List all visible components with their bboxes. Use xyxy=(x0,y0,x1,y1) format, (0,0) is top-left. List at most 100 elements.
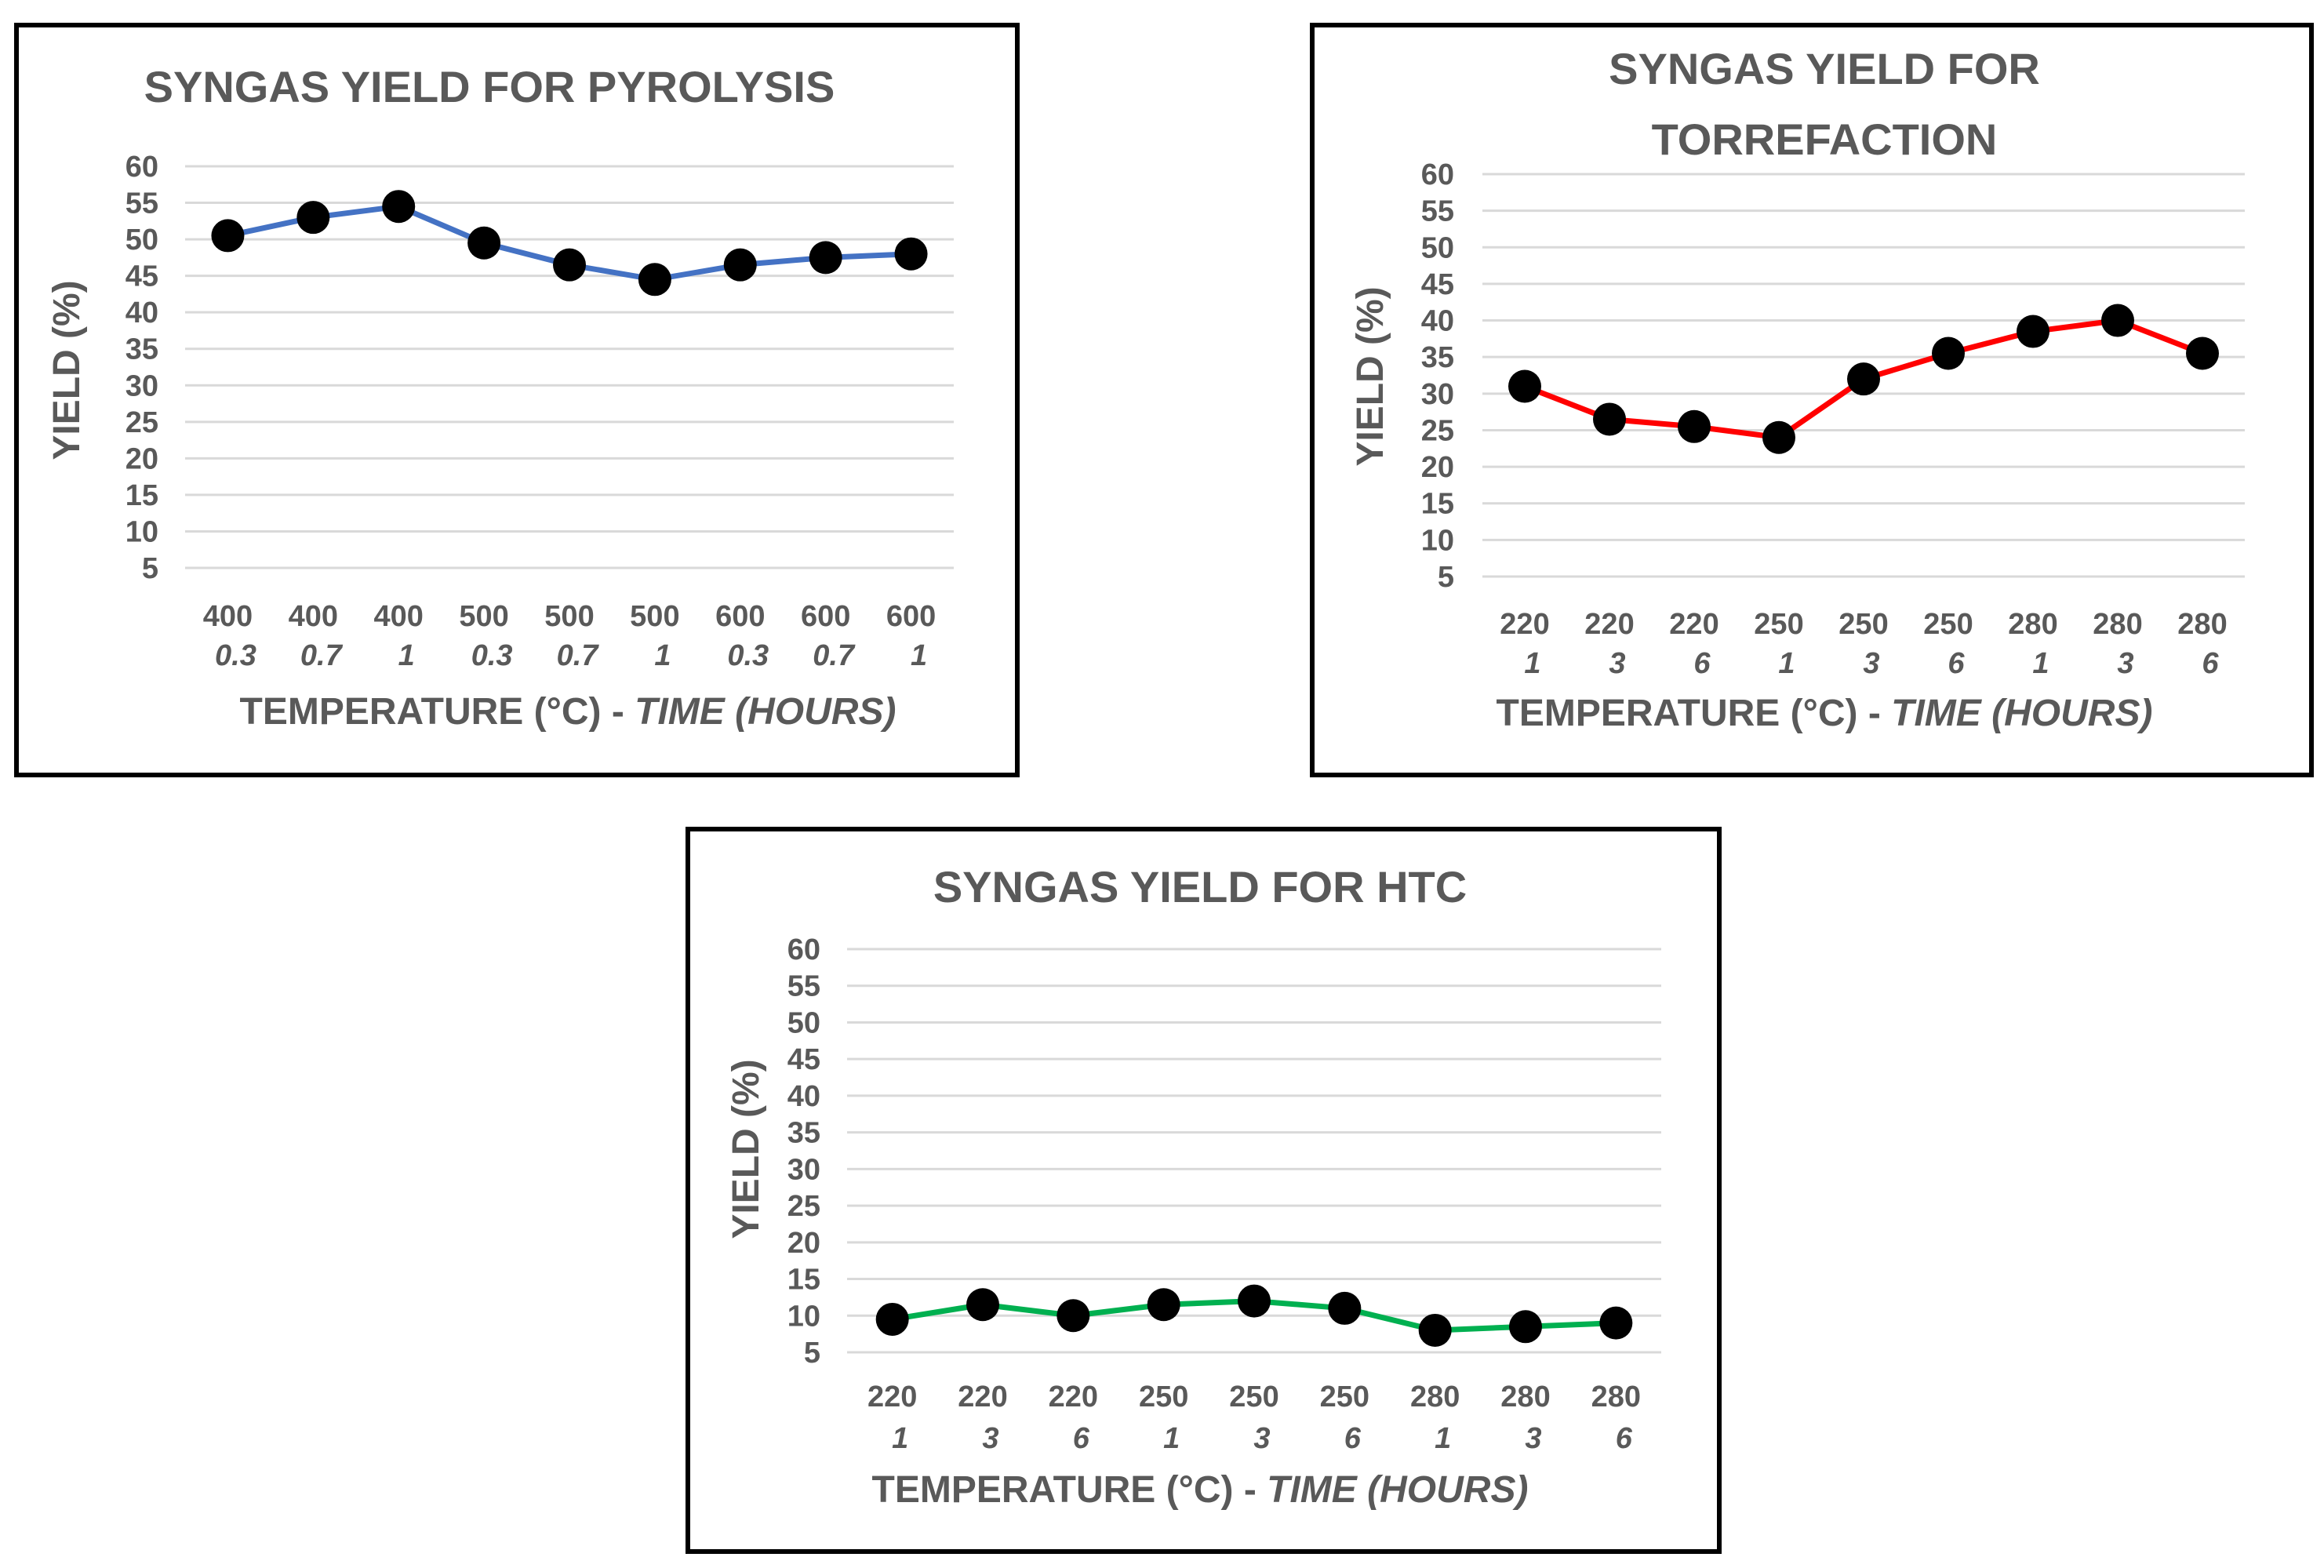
data-point xyxy=(894,237,928,271)
y-tick-label: 45 xyxy=(125,260,158,293)
x-tick-temperature: 220 xyxy=(1584,608,1634,641)
x-tick-time: 6 xyxy=(1693,647,1711,680)
x-tick-temperature: 400 xyxy=(289,600,338,633)
x-tick-time: 3 xyxy=(2117,647,2133,680)
y-tick-label: 15 xyxy=(125,479,158,512)
x-tick-temperature: 280 xyxy=(2177,608,2227,641)
x-tick-time: 6 xyxy=(2202,647,2219,680)
x-tick-temperature: 250 xyxy=(1754,608,1803,641)
x-tick-time: 1 xyxy=(911,639,927,672)
x-tick-temperature: 250 xyxy=(1838,608,1888,641)
x-tick-time: 3 xyxy=(1609,647,1625,680)
chart-title: SYNGAS YIELD FOR xyxy=(1609,44,2040,93)
x-tick-temperature: 500 xyxy=(459,600,508,633)
chart-title: SYNGAS YIELD FOR PYROLYSIS xyxy=(144,62,835,111)
y-tick-label: 60 xyxy=(1421,158,1454,191)
x-tick-time: 6 xyxy=(1344,1422,1362,1455)
y-tick-label: 60 xyxy=(787,933,820,966)
x-tick-temperature: 220 xyxy=(958,1381,1007,1413)
x-tick-time: 1 xyxy=(1435,1422,1451,1455)
y-tick-label: 5 xyxy=(804,1337,820,1370)
y-tick-label: 40 xyxy=(1421,305,1454,338)
data-point xyxy=(296,201,330,235)
x-axis-label: TEMPERATURE (°C) - TIME (HOURS) xyxy=(240,691,897,733)
chart-title: TORREFACTION xyxy=(1652,115,1998,164)
data-point xyxy=(1328,1291,1362,1325)
x-tick-time: 1 xyxy=(398,639,415,672)
x-tick-time: 6 xyxy=(1948,647,1965,680)
data-point xyxy=(211,219,245,253)
x-tick-temperature: 220 xyxy=(1049,1381,1098,1413)
x-tick-temperature: 400 xyxy=(374,600,424,633)
y-tick-label: 30 xyxy=(1421,378,1454,411)
data-point xyxy=(1599,1306,1633,1340)
data-point xyxy=(2186,337,2219,370)
data-point xyxy=(723,248,757,282)
y-tick-label: 35 xyxy=(1421,341,1454,374)
data-point xyxy=(1762,420,1795,454)
x-tick-temperature: 250 xyxy=(1229,1381,1278,1413)
y-axis-label: YIELD (%) xyxy=(726,1059,767,1239)
x-tick-time: 1 xyxy=(1778,647,1795,680)
x-tick-temperature: 220 xyxy=(867,1381,917,1413)
data-point xyxy=(467,226,501,260)
x-tick-time: 0.3 xyxy=(727,639,769,672)
x-axis-label: TEMPERATURE (°C) - TIME (HOURS) xyxy=(872,1469,1529,1511)
x-tick-temperature: 600 xyxy=(886,600,936,633)
data-point xyxy=(1418,1313,1452,1347)
x-tick-time: 3 xyxy=(1253,1422,1270,1455)
x-tick-time: 0.3 xyxy=(471,639,513,672)
x-tick-time: 0.7 xyxy=(557,639,600,672)
y-tick-label: 50 xyxy=(1421,231,1454,264)
x-tick-temperature: 600 xyxy=(715,600,765,633)
htc-chart-svg: SYNGAS YIELD FOR HTC60555045403530252015… xyxy=(726,862,1661,1511)
data-point xyxy=(2017,315,2049,348)
data-point xyxy=(1593,402,1626,436)
y-tick-label: 25 xyxy=(125,406,158,439)
data-point xyxy=(1238,1284,1271,1318)
x-tick-time: 3 xyxy=(1525,1422,1541,1455)
y-tick-label: 50 xyxy=(787,1006,820,1039)
x-tick-time: 0.7 xyxy=(813,639,856,672)
x-tick-temperature: 280 xyxy=(1500,1381,1550,1413)
x-tick-temperature: 500 xyxy=(544,600,594,633)
data-point xyxy=(809,241,842,275)
data-point xyxy=(1847,362,1880,396)
x-tick-temperature: 600 xyxy=(801,600,850,633)
x-axis-label-main: TEMPERATURE (°C) - xyxy=(1497,693,1892,734)
y-axis-label: YIELD (%) xyxy=(1350,286,1391,466)
x-tick-temperature: 280 xyxy=(1410,1381,1460,1413)
x-tick-time: 1 xyxy=(1163,1422,1180,1455)
y-tick-label: 25 xyxy=(1421,414,1454,447)
x-tick-temperature: 250 xyxy=(1923,608,1973,641)
data-point xyxy=(1508,369,1541,403)
y-tick-label: 30 xyxy=(787,1153,820,1186)
y-tick-label: 5 xyxy=(142,552,158,585)
x-axis-label: TEMPERATURE (°C) - TIME (HOURS) xyxy=(1497,693,2153,734)
chart-title: SYNGAS YIELD FOR HTC xyxy=(933,862,1467,911)
x-tick-time: 3 xyxy=(982,1422,998,1455)
x-tick-temperature: 220 xyxy=(1500,608,1549,641)
x-axis-label-main: TEMPERATURE (°C) - xyxy=(872,1469,1267,1511)
x-tick-time: 1 xyxy=(2032,647,2049,680)
data-point xyxy=(966,1288,999,1322)
y-tick-label: 40 xyxy=(125,297,158,329)
y-tick-label: 5 xyxy=(1438,561,1454,594)
x-tick-time: 1 xyxy=(892,1422,908,1455)
y-tick-label: 60 xyxy=(125,151,158,184)
y-tick-label: 55 xyxy=(1421,195,1454,228)
data-point xyxy=(1678,409,1711,443)
data-point xyxy=(1057,1299,1090,1333)
data-point xyxy=(875,1302,909,1336)
x-tick-temperature: 500 xyxy=(630,600,679,633)
y-tick-label: 35 xyxy=(787,1117,820,1150)
y-tick-label: 25 xyxy=(787,1190,820,1223)
y-tick-label: 20 xyxy=(787,1227,820,1260)
x-tick-time: 6 xyxy=(1616,1422,1633,1455)
x-tick-time: 0.3 xyxy=(215,639,256,672)
data-point xyxy=(638,263,671,297)
x-tick-temperature: 280 xyxy=(1591,1381,1641,1413)
y-axis-label: YIELD (%) xyxy=(46,280,88,460)
x-axis-label-main: TEMPERATURE (°C) - xyxy=(240,691,635,733)
